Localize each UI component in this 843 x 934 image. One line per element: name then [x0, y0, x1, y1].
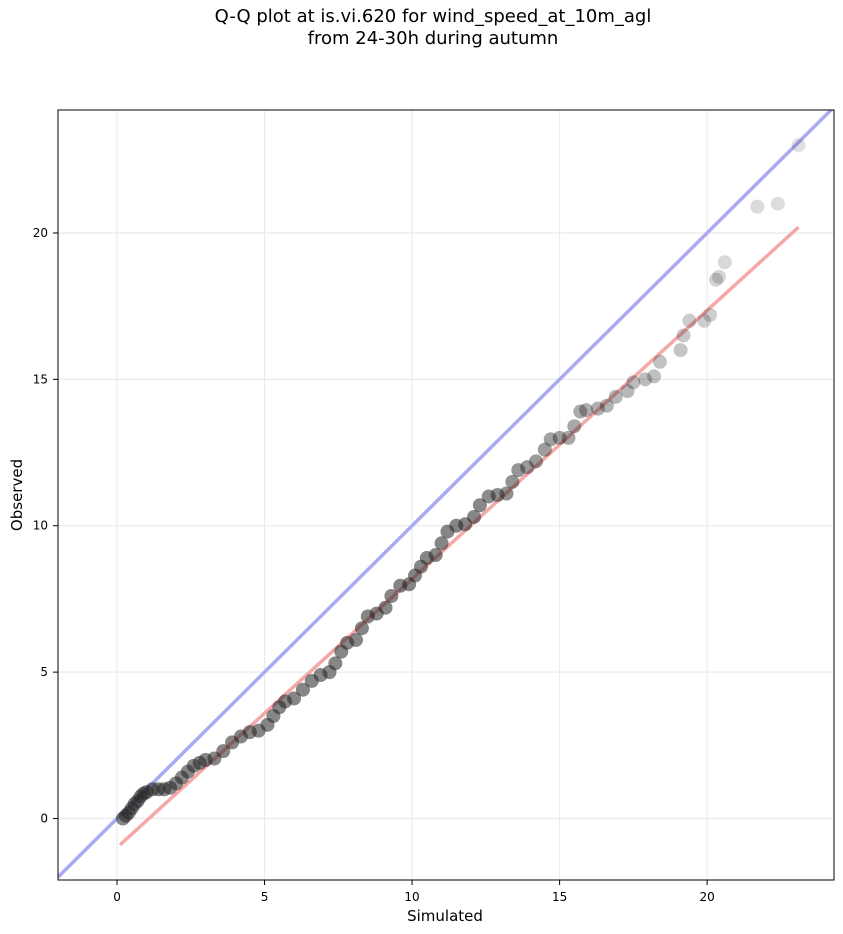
chart-title: Q-Q plot at is.vi.620 for wind_speed_at_… — [0, 6, 843, 50]
data-point — [567, 419, 582, 434]
data-point — [543, 432, 558, 447]
data-point — [428, 548, 443, 563]
y-axis-label: Observed — [8, 459, 26, 531]
data-point — [511, 463, 526, 478]
data-point — [328, 656, 343, 671]
data-point — [717, 255, 732, 270]
data-point — [599, 398, 614, 413]
data-point — [467, 509, 482, 524]
y-tick-label: 10 — [33, 519, 48, 533]
data-point — [750, 199, 765, 214]
data-point — [711, 269, 726, 284]
data-point — [590, 401, 605, 416]
x-tick-label: 0 — [113, 890, 121, 904]
data-point — [472, 498, 487, 513]
data-point — [561, 430, 576, 445]
data-point — [537, 442, 552, 457]
grid — [58, 110, 834, 880]
data-point — [287, 691, 302, 706]
data-point — [703, 307, 718, 322]
data-point — [620, 384, 635, 399]
y-tick-label: 20 — [33, 226, 48, 240]
chart-title-line-2: from 24-30h during autumn — [307, 28, 559, 49]
data-point — [349, 632, 364, 647]
data-point — [528, 454, 543, 469]
data-point — [295, 682, 310, 697]
plot-frame — [57, 109, 835, 881]
reference-lines — [58, 110, 834, 879]
identity-line — [58, 110, 834, 879]
data-point — [676, 328, 691, 343]
data-point — [384, 589, 399, 604]
data-point — [354, 621, 369, 636]
scatter-points — [115, 138, 806, 826]
x-tick-label: 10 — [404, 890, 419, 904]
y-tick-label: 15 — [33, 372, 48, 386]
data-point — [647, 369, 662, 384]
y-tick-label: 0 — [40, 812, 48, 826]
x-axis-label: Simulated — [407, 907, 483, 925]
data-point — [697, 313, 712, 328]
data-point — [505, 474, 520, 489]
data-point — [626, 375, 641, 390]
data-point — [520, 460, 535, 475]
data-point — [434, 536, 449, 551]
x-tick-label: 15 — [552, 890, 567, 904]
data-point — [216, 744, 231, 759]
data-point — [708, 272, 723, 287]
data-point — [770, 196, 785, 211]
data-point — [673, 343, 688, 358]
data-point — [499, 486, 514, 501]
chart-title-line-1: Q-Q plot at is.vi.620 for wind_speed_at_… — [214, 6, 652, 27]
axis-ticks: 0 5 10 15 20 0 5 10 15 20 — [33, 226, 715, 904]
data-point — [579, 403, 594, 418]
data-point — [638, 372, 653, 387]
data-point — [573, 404, 588, 419]
x-tick-label: 5 — [261, 890, 269, 904]
data-point — [608, 389, 623, 404]
data-point — [791, 138, 806, 153]
data-point — [378, 600, 393, 615]
data-point — [552, 430, 567, 445]
data-point — [652, 354, 667, 369]
y-tick-label: 5 — [40, 665, 48, 679]
data-point — [682, 313, 697, 328]
x-tick-label: 20 — [699, 890, 714, 904]
